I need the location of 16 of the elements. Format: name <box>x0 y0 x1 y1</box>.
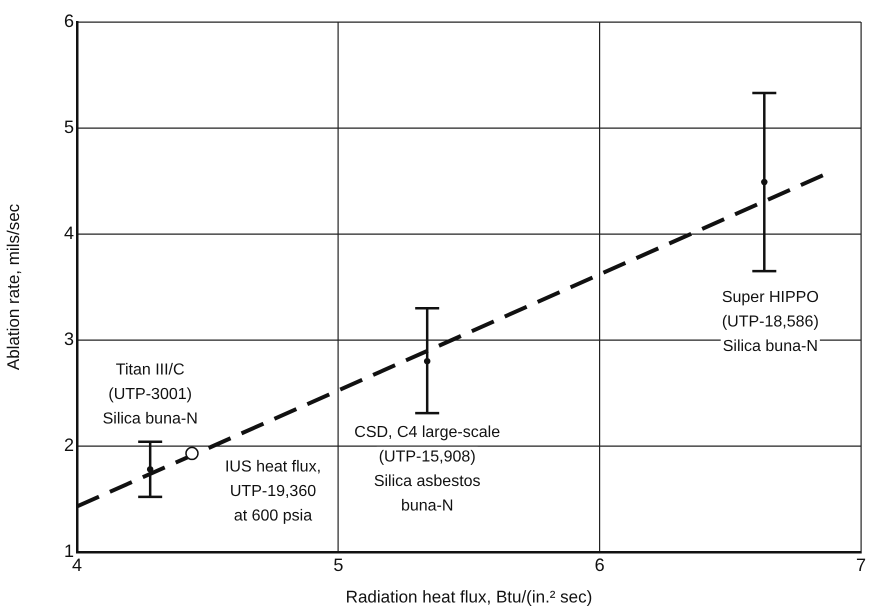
y-tick-label: 1 <box>64 540 74 561</box>
y-tick-label: 5 <box>64 116 74 137</box>
y-tick-label: 6 <box>64 10 74 31</box>
annotation: Super HIPPO (UTP-18,586) Silica buna-N <box>722 289 819 356</box>
x-tick-label: 7 <box>856 554 866 575</box>
x-axis-title: Radiation heat flux, Btu/(in.² sec) <box>346 587 592 606</box>
y-tick-label: 2 <box>64 434 74 455</box>
y-tick-label: 4 <box>64 222 74 243</box>
point <box>185 446 199 460</box>
annotation: Titan III/C (UTP-3001) Silica buna-N <box>102 362 198 428</box>
annotation: IUS heat flux, UTP-19,360 at 600 psia <box>224 458 322 524</box>
x-tick-label: 6 <box>594 554 605 575</box>
x-tick-label: 5 <box>333 554 344 575</box>
annotation: CSD, C4 large-scale (UTP-15,908) Silica asbestos buna-N <box>354 424 500 514</box>
y-axis-title: Ablation rate, mils/sec <box>4 203 23 370</box>
y-tick-label: 3 <box>64 328 74 349</box>
